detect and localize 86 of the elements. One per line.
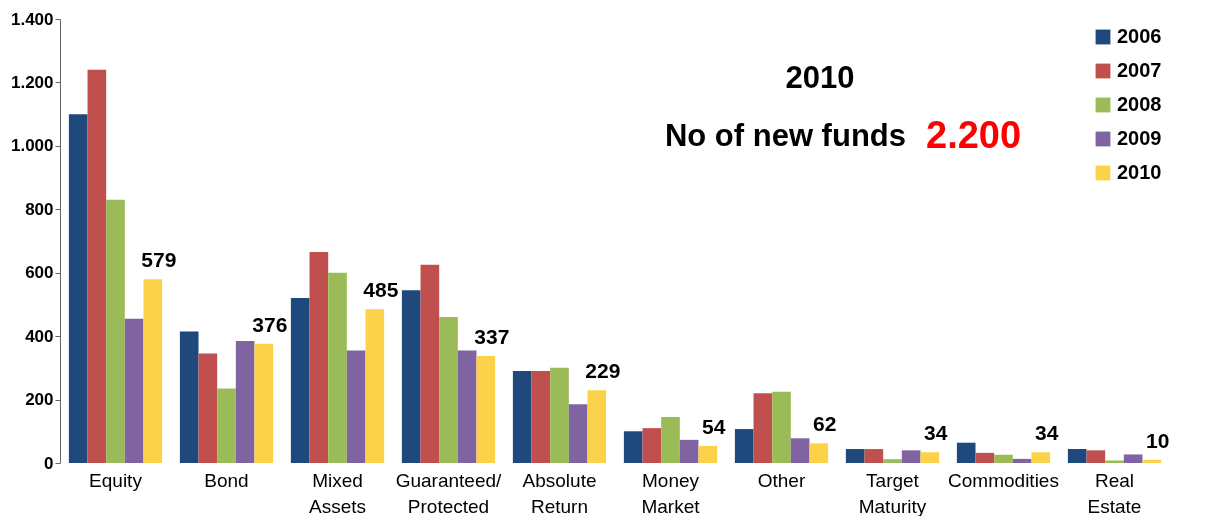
legend-label: 2006 xyxy=(1117,25,1162,47)
bar xyxy=(420,264,440,463)
legend-label: 2009 xyxy=(1117,127,1162,149)
bar xyxy=(1031,452,1051,463)
x-tick-label: Guaranteed/ Protected xyxy=(395,469,503,517)
bar xyxy=(1067,449,1087,463)
legend-label: 2008 xyxy=(1117,93,1162,115)
x-tick-label: Target Maturity xyxy=(858,469,927,517)
bar xyxy=(87,69,107,463)
bar xyxy=(1105,460,1124,463)
bar xyxy=(698,445,718,463)
data-label: 34 xyxy=(924,421,948,445)
bar xyxy=(1123,454,1143,463)
bar xyxy=(734,429,754,463)
x-tick-label: Money Market xyxy=(641,469,701,517)
y-tick-label: 200 xyxy=(25,390,54,410)
bar xyxy=(217,388,236,463)
data-label: 337 xyxy=(474,325,510,349)
bar xyxy=(439,317,458,463)
data-label: 62 xyxy=(813,412,837,436)
bar xyxy=(883,459,902,463)
bar xyxy=(143,279,163,463)
y-tick-label: 600 xyxy=(25,263,54,283)
bar xyxy=(772,391,791,463)
bar xyxy=(1012,458,1032,463)
bar xyxy=(1142,459,1162,463)
x-tick-label: Other xyxy=(757,469,806,491)
annotation: No of new funds xyxy=(664,118,906,153)
y-tick-label: 0 xyxy=(44,453,54,473)
bar xyxy=(328,272,347,463)
x-tick-label: Equity xyxy=(89,469,143,491)
data-label: 10 xyxy=(1146,428,1170,452)
bar xyxy=(809,443,829,463)
bar xyxy=(290,298,310,463)
y-tick-label: 1.000 xyxy=(10,136,54,156)
x-tick-label: Real Estate xyxy=(1087,469,1142,517)
bar xyxy=(531,371,551,463)
legend-label: 2007 xyxy=(1117,59,1162,81)
data-label: 579 xyxy=(141,248,177,272)
bar xyxy=(1086,450,1106,463)
bar xyxy=(661,417,680,463)
bar xyxy=(309,252,329,463)
bar xyxy=(845,449,865,463)
bar xyxy=(901,450,921,463)
bar xyxy=(994,454,1013,463)
bar xyxy=(642,428,662,463)
bar xyxy=(106,199,125,463)
y-tick-label: 800 xyxy=(25,199,54,219)
bar xyxy=(679,439,699,463)
bar xyxy=(124,318,144,463)
bar xyxy=(753,393,773,463)
bar xyxy=(235,340,255,463)
bar xyxy=(198,353,218,463)
bar xyxy=(365,309,385,463)
bar xyxy=(587,390,607,463)
y-tick-label: 400 xyxy=(25,326,54,346)
bar xyxy=(790,438,810,463)
bar xyxy=(864,449,884,463)
bar xyxy=(568,404,588,463)
annotation: 2.200 xyxy=(926,114,1022,156)
bar xyxy=(956,442,976,463)
bar xyxy=(975,452,995,463)
data-label: 229 xyxy=(585,359,621,383)
x-tick-label: Bond xyxy=(204,469,249,491)
legend-label: 2010 xyxy=(1117,161,1162,183)
bar xyxy=(401,290,421,463)
bar xyxy=(457,350,477,463)
bar xyxy=(920,452,940,463)
data-label: 485 xyxy=(363,278,399,302)
text: 2010 xyxy=(785,60,855,95)
bar xyxy=(512,371,532,463)
data-label: 34 xyxy=(1035,421,1059,445)
bar xyxy=(68,114,88,463)
x-tick-label: Absolute Return xyxy=(522,469,597,517)
data-label: 376 xyxy=(252,312,288,336)
bar xyxy=(254,343,274,463)
bar xyxy=(346,350,366,463)
bar xyxy=(179,331,199,463)
bar xyxy=(476,356,496,463)
x-tick-label: Mixed Assets xyxy=(308,469,367,517)
y-tick-label: 1.400 xyxy=(10,9,54,29)
x-tick-label: Commodities xyxy=(948,469,1059,491)
bar xyxy=(550,367,569,463)
y-tick-label: 1.200 xyxy=(10,72,54,92)
bar xyxy=(623,431,643,463)
data-label: 54 xyxy=(702,414,726,438)
